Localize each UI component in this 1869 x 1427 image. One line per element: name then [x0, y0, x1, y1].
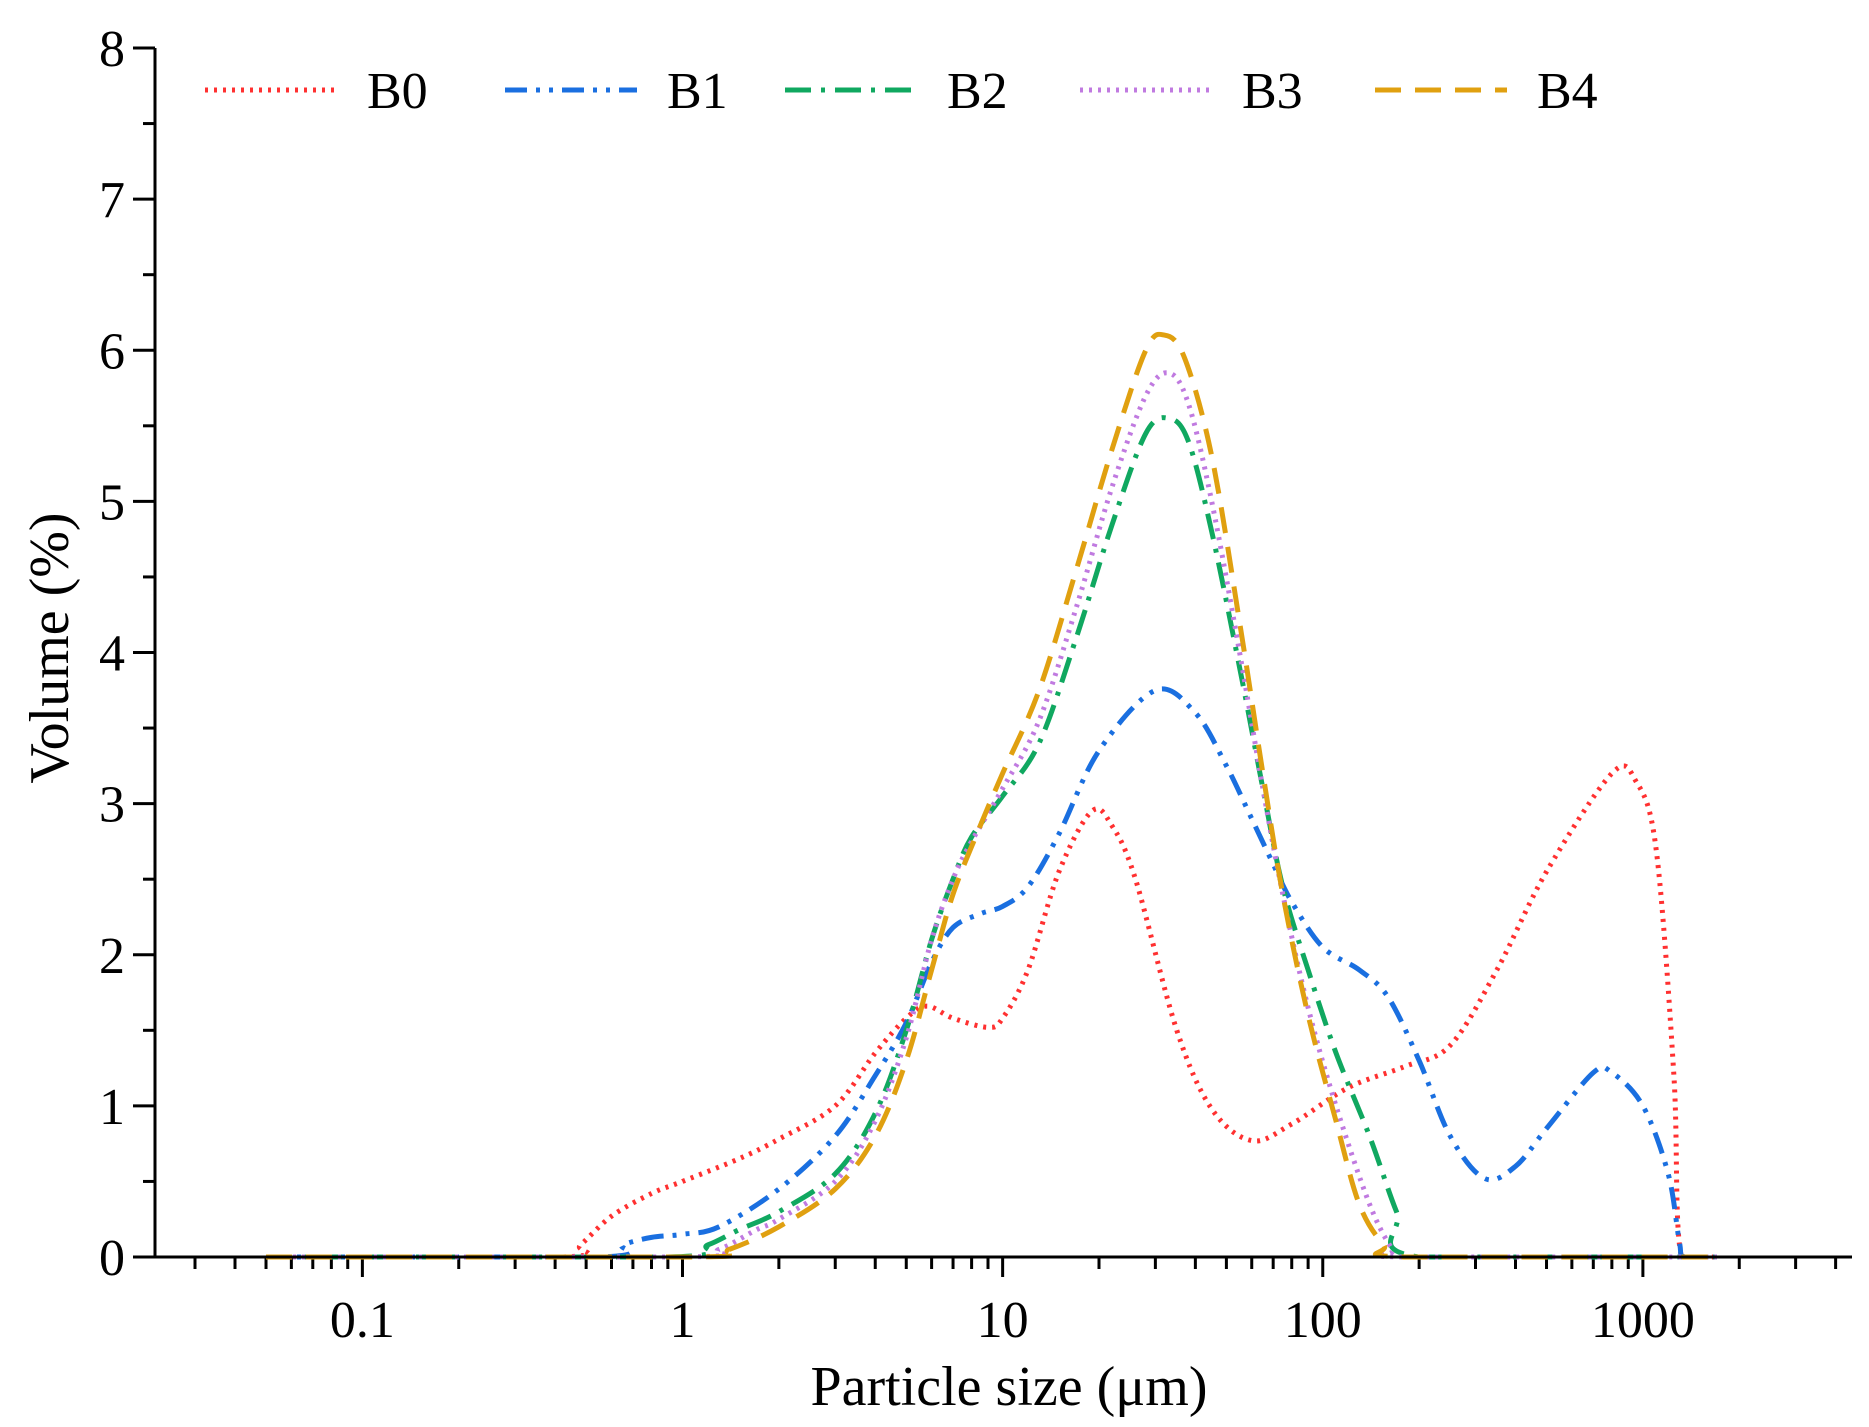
x-axis-title: Particle size (μm): [811, 1356, 1208, 1418]
series-line-b2: [266, 415, 1717, 1260]
y-tick-label: 7: [99, 172, 125, 229]
y-tick-label: 5: [99, 474, 125, 531]
series-line-b3: [266, 370, 1717, 1260]
legend-label-b1: B1: [667, 63, 728, 120]
series-line-b4: [266, 331, 1717, 1260]
legend-label-b3: B3: [1242, 63, 1303, 120]
y-tick-label: 3: [99, 777, 125, 834]
y-tick-label: 2: [99, 928, 125, 985]
legend: B0 B1 B2 B3 B4: [205, 63, 1598, 120]
series-line-b1: [266, 686, 1717, 1260]
y-axis-title: Volume (%): [19, 512, 81, 783]
x-tick-label: 100: [1284, 1292, 1362, 1349]
x-tick-label: 0.1: [330, 1292, 395, 1349]
y-tick-label: 0: [99, 1230, 125, 1287]
x-tick-label: 10: [977, 1292, 1029, 1349]
y-tick-label: 6: [99, 323, 125, 380]
y-tick-label: 1: [99, 1079, 125, 1136]
tick-labels: 0 1 2 3 4 5 6 7 8 0.1 1 10 100 1000: [99, 21, 1695, 1349]
series-line-b0: [266, 763, 1717, 1260]
legend-label-b4: B4: [1537, 63, 1598, 120]
axis-ticks: [133, 46, 1838, 1277]
legend-label-b2: B2: [947, 63, 1008, 120]
series-layer: [266, 331, 1717, 1260]
y-tick-label: 4: [99, 626, 125, 683]
legend-label-b0: B0: [367, 63, 428, 120]
y-tick-label: 8: [99, 21, 125, 78]
x-tick-label: 1: [670, 1292, 696, 1349]
x-tick-label: 1000: [1591, 1292, 1695, 1349]
axes: [153, 48, 1852, 1259]
